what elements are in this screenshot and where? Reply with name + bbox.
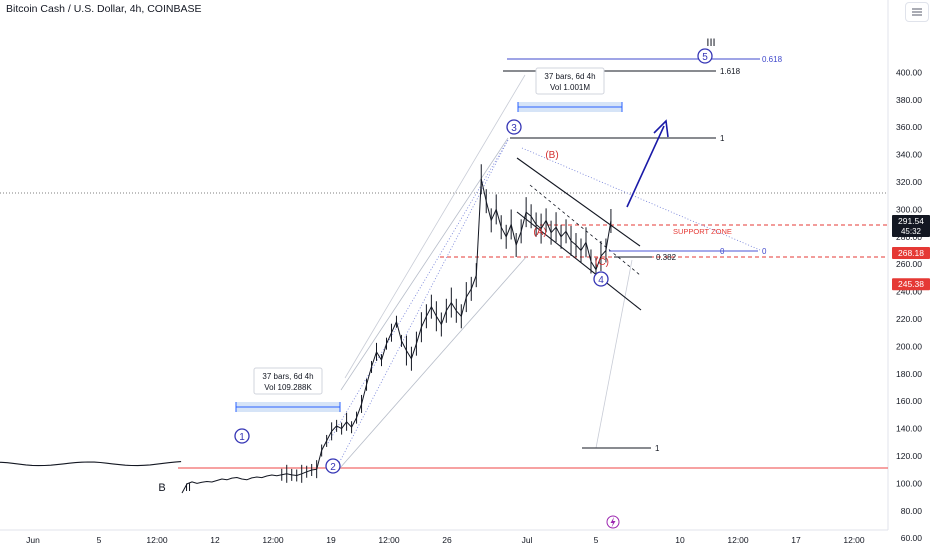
degree-label: III: [706, 37, 715, 49]
degree-label: II: [185, 482, 191, 494]
range-info-box: [535, 67, 605, 95]
fib-level-label: 0.618: [762, 55, 783, 64]
time-tick-label: 12: [210, 535, 220, 545]
wedge-lower-line: [516, 211, 642, 311]
price-tick-label: 360.00: [896, 122, 922, 132]
lightning-bolt-icon: [610, 517, 616, 528]
time-tick-label: 5: [97, 535, 102, 545]
time-tick-label: Jun: [26, 535, 40, 545]
chart-title: Bitcoin Cash / U.S. Dollar, 4h, COINBASE: [6, 3, 202, 15]
price-tick-label: 160.00: [896, 396, 922, 406]
time-scale: Jun 5 12:00 12 12:00 19 12:00 26 Jul 5 10 12:00 17 12…: [26, 535, 865, 545]
wave-label: 2: [330, 462, 336, 473]
support-price-value: 268.18: [898, 248, 924, 258]
price-tick-label: 380.00: [896, 95, 922, 105]
time-tick-label: 19: [326, 535, 336, 545]
price-tick-label: 260.00: [896, 259, 922, 269]
current-price-value: 291.54: [898, 216, 924, 226]
range-info-text: Vol 109.288K: [264, 383, 312, 392]
price-tick-label: 400.00: [896, 67, 922, 77]
time-tick-label: 10: [675, 535, 685, 545]
corrective-wave-label: (B): [545, 150, 558, 161]
wave-label-circle: [325, 458, 341, 474]
wave-label: 3: [511, 123, 517, 134]
support-zone-label: SUPPORT ZONE: [673, 227, 732, 236]
wedge-upper-line: [516, 157, 641, 247]
fib-level-label: 0: [762, 247, 767, 256]
wave-label-circle: [234, 428, 250, 444]
projection-arrow-line: [626, 125, 665, 208]
annotations: 37 bars, 6d 4h Vol 109.288K 37 bars, 6d 4h…: [158, 37, 716, 529]
time-tick-label: 26: [442, 535, 452, 545]
upper-channel-line: [340, 137, 509, 391]
range-info-text: 37 bars, 6d 4h: [544, 72, 595, 81]
price-tick-label: 60.00: [901, 533, 923, 543]
price-series: [0, 164, 612, 494]
fib-level-label: 1: [720, 134, 725, 143]
corrective-wave-label: (A): [533, 227, 546, 238]
time-tick-label: 12:00: [262, 535, 284, 545]
price-line: [0, 461, 182, 467]
time-tick-label: 12:00: [378, 535, 400, 545]
wave-label-circle: [697, 48, 713, 64]
time-tick-label: Jul: [522, 535, 533, 545]
time-tick-label: 12:00: [843, 535, 865, 545]
fib-level-label: 1: [655, 444, 660, 453]
price-tick-label: 120.00: [896, 451, 922, 461]
wave-label-circle: [506, 119, 522, 135]
degree-label: B: [158, 482, 165, 494]
fib-dotted-down: [337, 139, 509, 466]
retrace-line: [595, 259, 633, 449]
price-tick-label: 220.00: [896, 314, 922, 324]
price-tick-label: 200.00: [896, 341, 922, 351]
wave-label: 5: [702, 52, 708, 63]
corrective-wave-label: (C): [595, 257, 609, 268]
time-tick-label: 12:00: [146, 535, 168, 545]
wave-label: 4: [598, 275, 604, 286]
time-tick-label: 12:00: [727, 535, 749, 545]
price-tick-label: 100.00: [896, 478, 922, 488]
bar-countdown: 45:32: [901, 227, 922, 236]
range-info-text: 37 bars, 6d 4h: [262, 372, 313, 381]
menu-lines-icon[interactable]: [905, 2, 929, 22]
price-tick-label: 300.00: [896, 204, 922, 214]
wave-label: 1: [239, 432, 245, 443]
projection-arrow-head: [653, 119, 669, 138]
support-price-box: [892, 246, 930, 259]
extension-line: [344, 74, 526, 379]
fib-level-label: 1.618: [720, 67, 741, 76]
range-info-text: Vol 1.001M: [550, 83, 590, 92]
support-price-value: 245.38: [898, 279, 924, 289]
range-info-box: [253, 367, 323, 395]
current-price-box: [892, 214, 930, 237]
price-tick-label: 240.00: [896, 287, 922, 297]
price-tick-label: 80.00: [901, 506, 923, 516]
wave-label-circle: [593, 271, 609, 287]
price-tick-label: 320.00: [896, 177, 922, 187]
time-tick-label: 17: [791, 535, 801, 545]
lower-channel-line: [339, 255, 528, 469]
price-tick-label: 180.00: [896, 369, 922, 379]
price-tick-label: 340.00: [896, 150, 922, 160]
time-tick-label: 5: [594, 535, 599, 545]
fib-dotted-right: [521, 147, 761, 251]
support-price-box: [892, 278, 930, 291]
price-scale: 60.00 80.00 100.00 120.00 140.00 160.00 180.00…: [896, 67, 922, 543]
fib-level-label: 0.382: [656, 253, 677, 262]
price-tick-label: 140.00: [896, 424, 922, 434]
